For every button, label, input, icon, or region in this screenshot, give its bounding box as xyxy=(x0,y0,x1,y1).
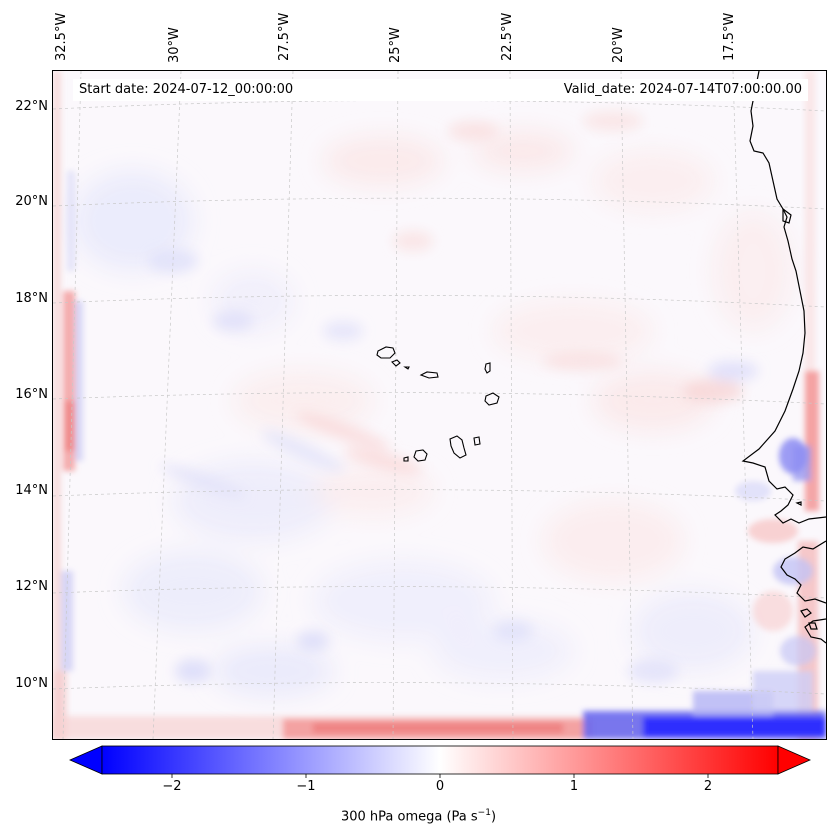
valid-date-label: Valid_date: 2024-07-14T07:00:00.00 xyxy=(563,82,802,97)
coastline-sierra-leone xyxy=(804,618,826,644)
colorbar-label-1: 1 xyxy=(569,779,579,794)
lat-label-10n: 10°N xyxy=(15,676,48,691)
lat-label-18n: 18°N xyxy=(15,291,48,306)
colorbar-title-close: ) xyxy=(490,809,497,825)
island-boa-vista xyxy=(484,392,500,406)
colorbar-graphic xyxy=(69,745,811,778)
lat-label-14n: 14°N xyxy=(15,483,48,498)
lon-label-32-5w: 32.5°W xyxy=(54,12,69,61)
coastline-mauritania-senegal xyxy=(741,71,826,524)
colorbar-ticks xyxy=(171,774,709,778)
lat-label-12n: 12°N xyxy=(15,579,48,594)
field-fine-patches xyxy=(148,111,758,683)
colorbar-label-0: 0 xyxy=(435,779,445,794)
island-santo-antao xyxy=(376,346,396,359)
colorbar-label-2: 2 xyxy=(703,779,713,794)
lon-label-20w: 20°W xyxy=(611,27,626,63)
field-broad-patches xyxy=(73,131,793,696)
lat-label-22n: 22°N xyxy=(15,99,48,114)
coastline-bijagos-guinea xyxy=(780,540,826,604)
coastline-inlet xyxy=(782,207,792,224)
lon-label-25w: 25°W xyxy=(388,27,403,63)
island-santa-luzia xyxy=(403,366,410,370)
map-gridlines xyxy=(53,71,826,739)
field-coastal-convection xyxy=(735,438,816,666)
island-maio xyxy=(473,436,481,446)
colorbar-label-m1: −1 xyxy=(296,779,316,794)
island-bijagos-2 xyxy=(808,622,818,630)
colorbar-gradient-bar xyxy=(101,745,779,775)
island-sao-vicente xyxy=(391,359,401,367)
colorbar xyxy=(69,745,811,778)
island-sal xyxy=(484,362,491,374)
island-bijagos-1 xyxy=(800,608,812,618)
date-info-bar: Start date: 2024-07-12_00:00:00 Valid_da… xyxy=(73,79,808,101)
lat-label-20n: 20°N xyxy=(15,194,48,209)
lon-label-22-5w: 22.5°W xyxy=(500,12,515,61)
colorbar-label-m2: −2 xyxy=(162,779,182,794)
colorbar-extend-high xyxy=(777,745,811,775)
cape-verde-islands xyxy=(376,346,500,462)
west-africa-coastline xyxy=(741,71,826,644)
lon-label-30w: 30°W xyxy=(167,27,182,63)
start-date-label: Start date: 2024-07-12_00:00:00 xyxy=(79,82,294,97)
lon-label-27-5w: 27.5°W xyxy=(277,12,292,61)
colorbar-title: 300 hPa omega (Pa s−1) xyxy=(0,808,837,824)
island-goree xyxy=(795,501,802,506)
island-brava xyxy=(403,456,409,462)
colorbar-title-text: 300 hPa omega (Pa s xyxy=(340,809,478,825)
island-sao-nicolau xyxy=(419,371,439,379)
omega-field-map xyxy=(53,71,826,739)
colorbar-title-exponent: −1 xyxy=(477,808,491,818)
map-panel: Start date: 2024-07-12_00:00:00 Valid_da… xyxy=(52,70,827,740)
lon-label-17-5w: 17.5°W xyxy=(722,12,737,61)
island-fogo xyxy=(413,449,428,462)
island-santiago xyxy=(449,435,467,459)
colorbar-extend-low xyxy=(69,745,103,775)
lat-label-16n: 16°N xyxy=(15,387,48,402)
